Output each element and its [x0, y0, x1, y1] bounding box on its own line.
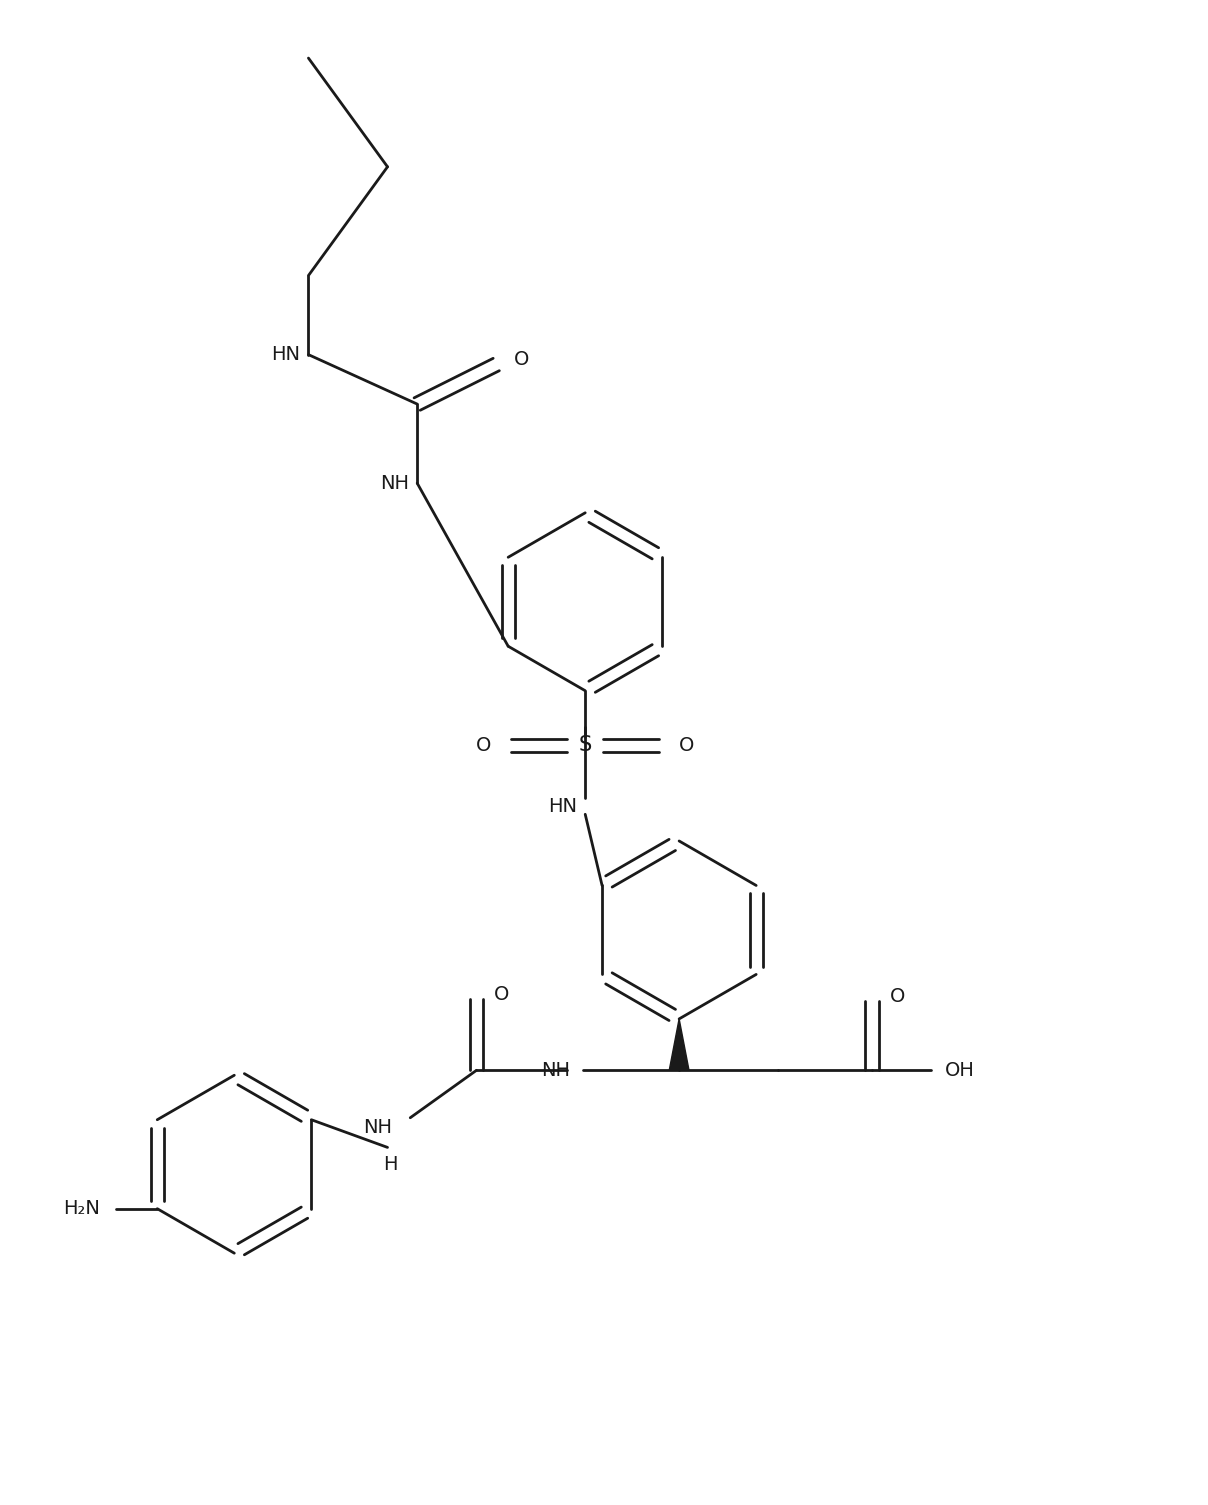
Text: H: H — [383, 1154, 397, 1174]
Text: HN: HN — [272, 345, 301, 364]
Polygon shape — [669, 1019, 689, 1070]
Text: OH: OH — [945, 1061, 975, 1079]
Text: H₂N: H₂N — [63, 1199, 100, 1218]
Text: NH: NH — [541, 1061, 570, 1079]
Text: O: O — [476, 736, 492, 754]
Text: NH: NH — [364, 1118, 393, 1138]
Text: HN: HN — [548, 796, 577, 816]
Text: O: O — [679, 736, 695, 754]
Text: S: S — [579, 734, 592, 756]
Text: O: O — [515, 351, 529, 369]
Text: NH: NH — [381, 474, 410, 492]
Text: O: O — [889, 987, 905, 1005]
Text: O: O — [494, 984, 510, 1004]
